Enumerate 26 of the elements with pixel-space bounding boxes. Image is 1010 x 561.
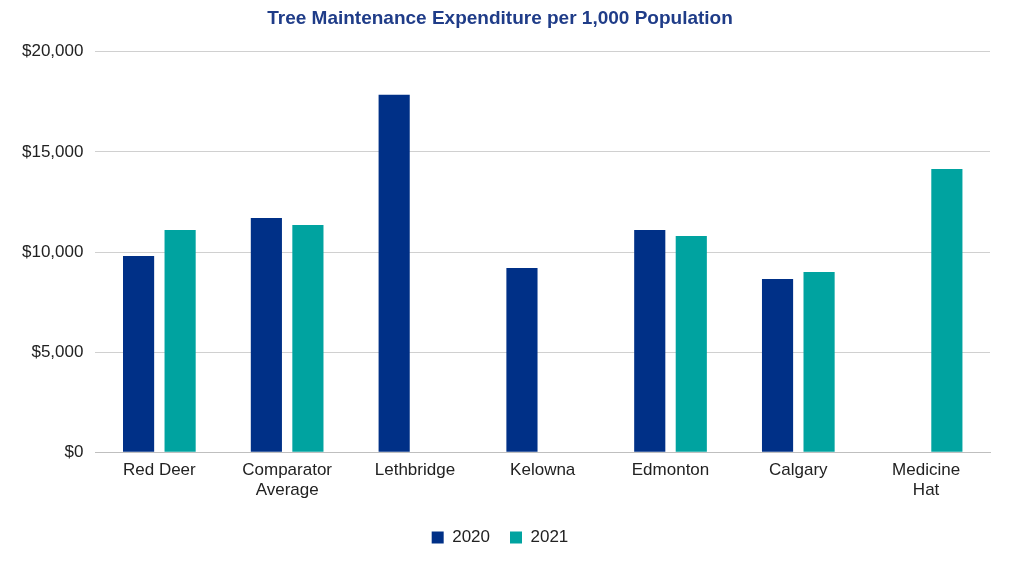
x-tick-label: Calgary — [769, 460, 829, 480]
y-tick-label: $10,000 — [22, 241, 84, 261]
bar — [250, 217, 282, 452]
bar — [123, 256, 155, 452]
bar — [931, 168, 963, 452]
bar — [292, 224, 324, 452]
bar — [761, 279, 794, 452]
bar — [675, 235, 707, 452]
bar — [803, 272, 835, 452]
bar — [378, 94, 410, 452]
x-tick-label: Kelowna — [510, 460, 576, 480]
x-tick-label: Edmonton — [631, 460, 710, 480]
y-tick-label: $15,000 — [22, 141, 84, 161]
y-tick-label: $20,000 — [22, 41, 84, 61]
bar — [634, 229, 666, 452]
y-tick-label: $0 — [64, 441, 84, 461]
x-tick-label: Red Deer — [122, 460, 197, 480]
x-tick-label: Lethbridge — [374, 460, 456, 480]
x-tick-label: Medicine Hat — [892, 460, 961, 500]
x-tick-label: Comparator Average — [242, 460, 333, 500]
bar — [506, 268, 538, 452]
legend-label: 2021 — [530, 527, 569, 547]
bar — [164, 229, 196, 452]
y-tick-label: $5,000 — [31, 341, 84, 361]
legend-label: 2020 — [452, 527, 491, 547]
chart-title: Tree Maintenance Expenditure per 1,000 Population — [267, 6, 733, 28]
